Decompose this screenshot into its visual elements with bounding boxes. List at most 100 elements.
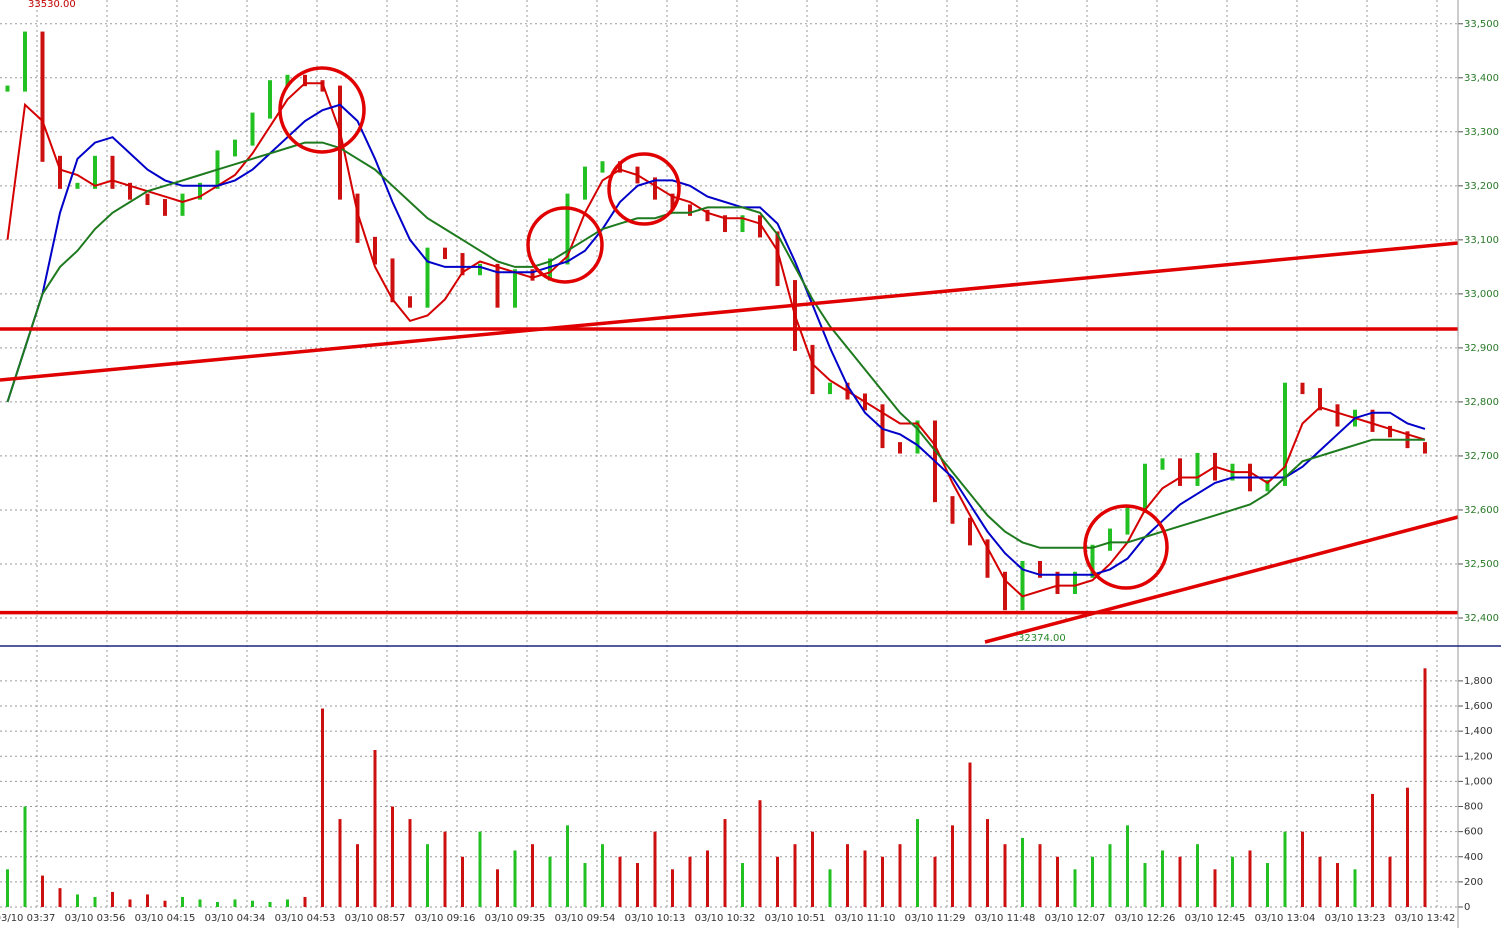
volume-bar <box>286 899 289 907</box>
volume-bar <box>723 819 727 907</box>
candle <box>58 155 62 189</box>
candle <box>198 182 202 200</box>
candle <box>1003 571 1007 611</box>
candle <box>1143 463 1147 513</box>
candle <box>880 404 885 449</box>
x-tick-label: 03/10 11:48 <box>975 913 1036 924</box>
volume-bar <box>146 894 149 907</box>
candle <box>355 193 360 243</box>
x-tick-label: 03/10 09:35 <box>485 913 546 924</box>
candle <box>338 85 342 200</box>
volume-bar <box>1161 850 1164 907</box>
candle <box>985 539 990 578</box>
candle <box>705 209 710 222</box>
volume-bar <box>863 850 867 907</box>
y-tick-label: 32,400 <box>1464 613 1499 624</box>
y-tick-label: 600 <box>1464 827 1483 838</box>
volume-bar <box>916 819 919 907</box>
volume-bar <box>1196 844 1199 907</box>
volume-bar <box>1056 856 1059 907</box>
candle <box>1370 409 1375 432</box>
y-tick-label: 32,900 <box>1464 343 1499 354</box>
x-tick-label: 03/10 10:51 <box>765 913 826 924</box>
volume-bar <box>793 844 797 907</box>
volume-bar <box>1126 825 1129 907</box>
y-tick-label: 1,800 <box>1464 676 1493 687</box>
candle <box>968 517 972 546</box>
candle <box>1020 560 1025 611</box>
x-tick-label: 03/10 11:29 <box>905 913 966 924</box>
candle <box>1178 458 1182 486</box>
y-tick-label: 33,100 <box>1464 235 1499 246</box>
ma-line <box>6 82 1426 598</box>
trend-line <box>984 515 1459 644</box>
candle <box>443 247 447 260</box>
candle <box>233 139 237 157</box>
candle <box>285 74 290 87</box>
x-tick-label: 03/10 08:57 <box>345 913 406 924</box>
x-tick-label: 03/10 11:10 <box>835 913 896 924</box>
volume-bar <box>741 863 744 907</box>
volume-bar <box>1318 856 1322 907</box>
y-tick-label: 1,600 <box>1464 701 1493 712</box>
volume-bar <box>268 901 272 907</box>
candle <box>1335 404 1340 427</box>
volume-bar <box>1301 831 1304 907</box>
candle <box>93 155 97 189</box>
x-tick-label: 03/10 10:32 <box>695 913 756 924</box>
candle <box>1038 560 1042 578</box>
candle <box>1388 425 1392 438</box>
volume-bar <box>321 708 324 907</box>
candle <box>723 215 727 233</box>
volume-bar <box>776 856 779 907</box>
volume-bar <box>1231 856 1234 907</box>
x-tick-label: 03/10 04:34 <box>205 913 266 924</box>
volume-bar <box>933 856 937 907</box>
candle <box>495 263 500 308</box>
volume-bar <box>828 869 832 907</box>
y-tick-label: 32,800 <box>1464 397 1499 408</box>
y-tick-label: 33,500 <box>1464 19 1499 30</box>
volume-bar <box>496 869 499 907</box>
volume-bar <box>1248 850 1252 907</box>
volume-bar <box>986 819 989 907</box>
candle <box>250 112 255 146</box>
candle <box>408 296 412 308</box>
candle <box>1055 571 1060 594</box>
volume-bar <box>181 896 184 907</box>
candle <box>163 199 167 216</box>
x-tick-label: 03/10 04:53 <box>275 913 336 924</box>
ma-line <box>6 141 1425 549</box>
volume-bar <box>58 888 62 907</box>
y-tick-label: 800 <box>1464 802 1483 813</box>
candle <box>915 420 920 454</box>
candle <box>740 215 745 233</box>
volume-bar <box>198 899 202 907</box>
volume-bar <box>76 894 79 907</box>
volume-bar <box>968 762 972 907</box>
volume-bar <box>1406 787 1409 907</box>
candle <box>653 177 657 200</box>
candle <box>268 80 272 119</box>
volume-bar <box>566 825 569 907</box>
volume-bar <box>128 899 132 907</box>
volume-bar <box>706 850 709 907</box>
candle <box>23 31 27 92</box>
volume-bar <box>251 900 254 907</box>
volume-bar <box>1003 844 1007 907</box>
candle <box>565 193 570 265</box>
volume-bar <box>391 806 394 907</box>
x-tick-label: 03/10 09:54 <box>555 913 616 924</box>
low-label: 32374.00 <box>1018 633 1066 644</box>
volume-bar <box>653 831 657 907</box>
candle <box>40 31 45 162</box>
candle <box>1125 506 1130 535</box>
volume-bar <box>531 844 534 907</box>
annotations <box>0 66 1459 644</box>
volume-bar <box>881 856 884 907</box>
volume-bar <box>1021 837 1024 907</box>
volume-bar <box>671 869 674 907</box>
candle <box>688 204 692 216</box>
circle-marker <box>607 152 681 226</box>
candle <box>530 269 535 281</box>
